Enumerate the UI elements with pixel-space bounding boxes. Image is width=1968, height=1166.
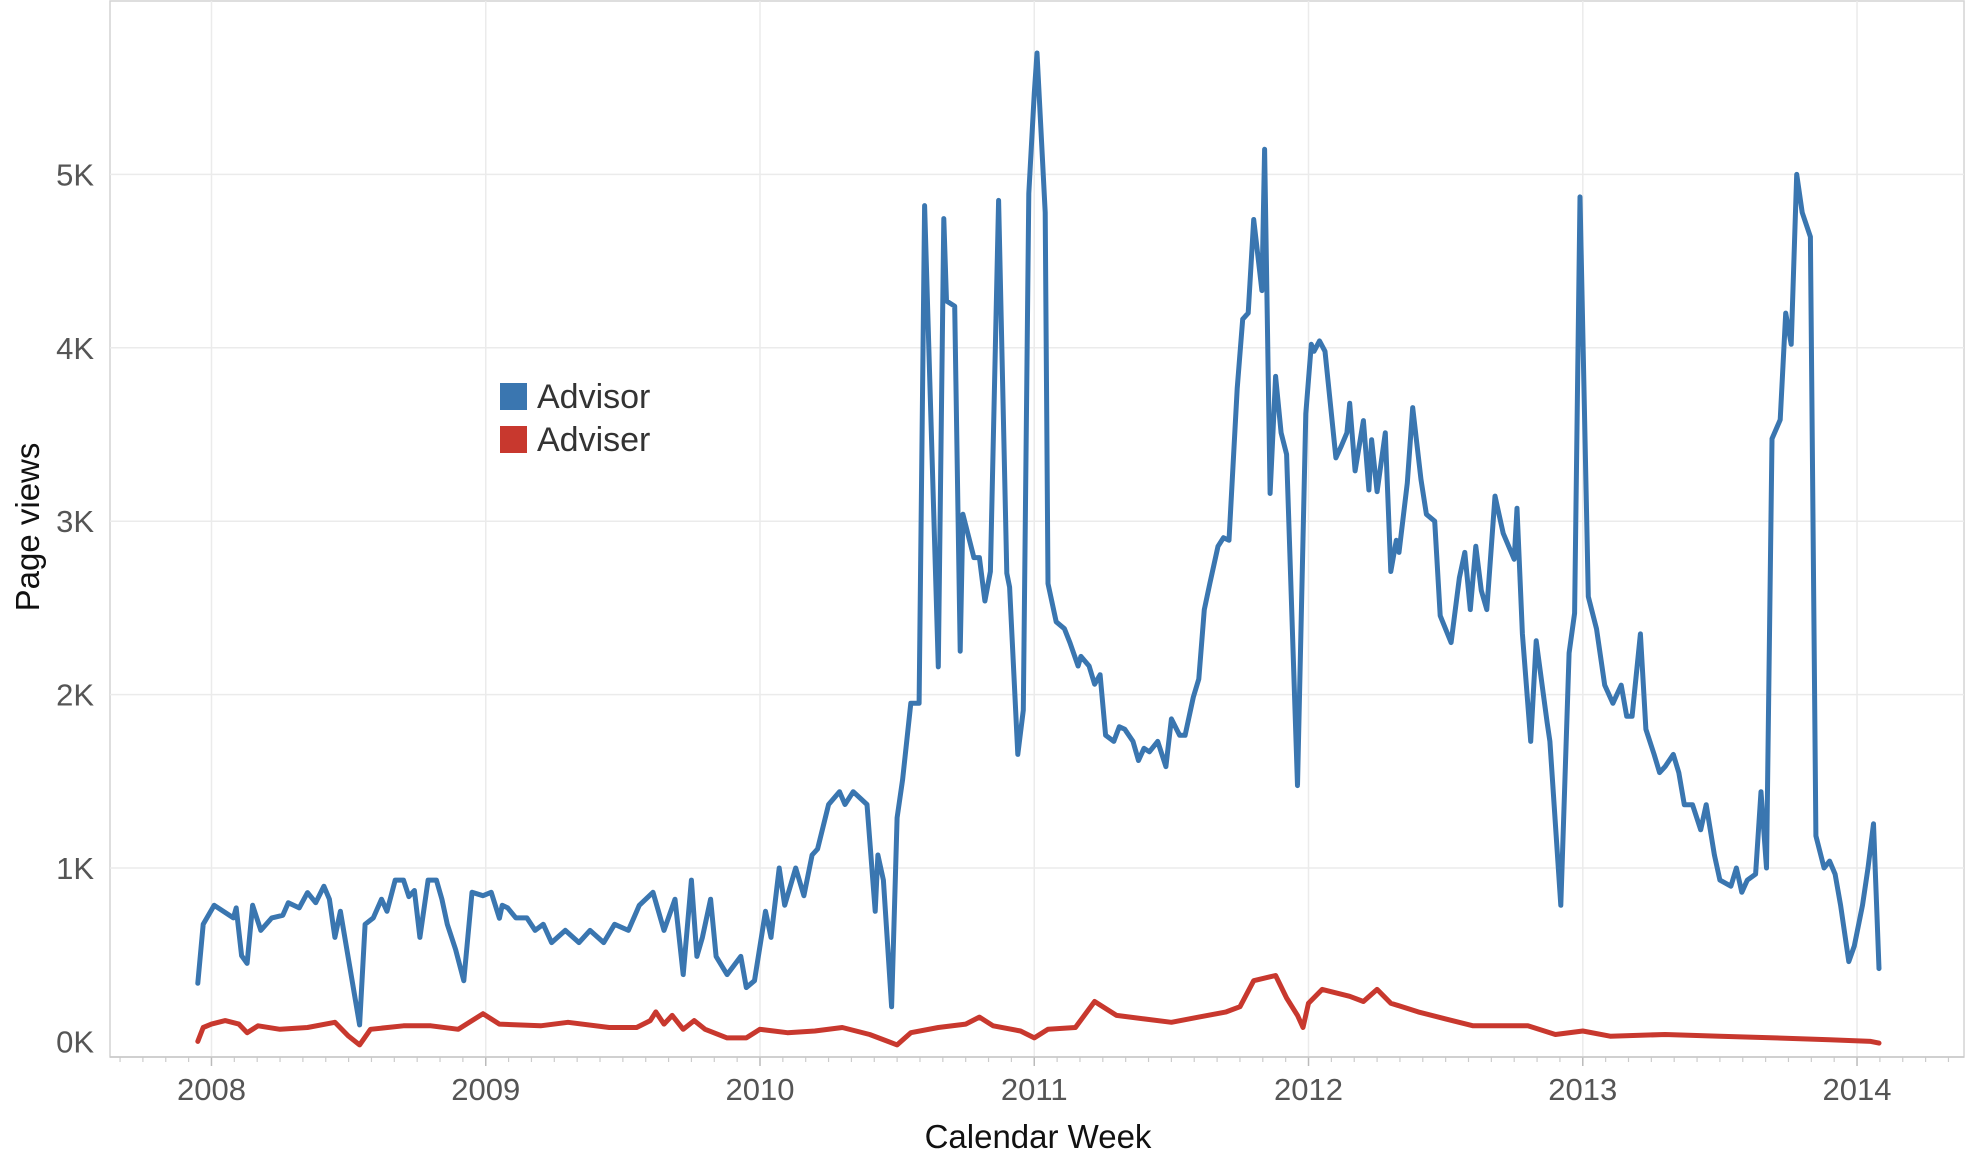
x-tick-label: 2011: [1001, 1072, 1068, 1107]
x-tick-label: 2009: [451, 1072, 520, 1107]
plot-area: [109, 0, 1965, 1058]
x-tick-label: 2008: [177, 1072, 246, 1107]
x-tick-label: 2010: [726, 1072, 795, 1107]
legend-swatch-adviser: [500, 426, 527, 453]
x-axis: 2008 2009 2010 2011 2012 2013 2014: [110, 1056, 1964, 1107]
y-tick-label: 1K: [56, 851, 94, 886]
x-tick-label: 2014: [1823, 1072, 1892, 1107]
x-tick-label: 2012: [1274, 1072, 1343, 1107]
legend-item-adviser[interactable]: Adviser: [500, 421, 650, 459]
x-tick-label: 2013: [1548, 1072, 1617, 1107]
legend[interactable]: Advisor Adviser: [500, 378, 650, 459]
y-axis: 0K 1K 2K 3K 4K 5K: [56, 157, 94, 1059]
legend-swatch-advisor: [500, 383, 527, 410]
legend-label-advisor: Advisor: [537, 378, 650, 416]
series-lines: [195, 50, 1882, 1048]
y-tick-label: 3K: [56, 504, 94, 539]
y-tick-label: 0K: [56, 1024, 94, 1059]
y-axis-title: Page views: [9, 443, 46, 612]
legend-item-advisor[interactable]: Advisor: [500, 378, 650, 416]
gridlines: [110, 1, 1964, 1057]
y-tick-label: 5K: [56, 157, 94, 192]
x-axis-title: Calendar Week: [925, 1118, 1152, 1155]
y-tick-label: 2K: [56, 678, 94, 713]
series-line-advisor: [195, 50, 1882, 1028]
series-line-adviser: [195, 973, 1882, 1048]
y-tick-label: 4K: [56, 331, 94, 366]
legend-label-adviser: Adviser: [537, 421, 650, 459]
